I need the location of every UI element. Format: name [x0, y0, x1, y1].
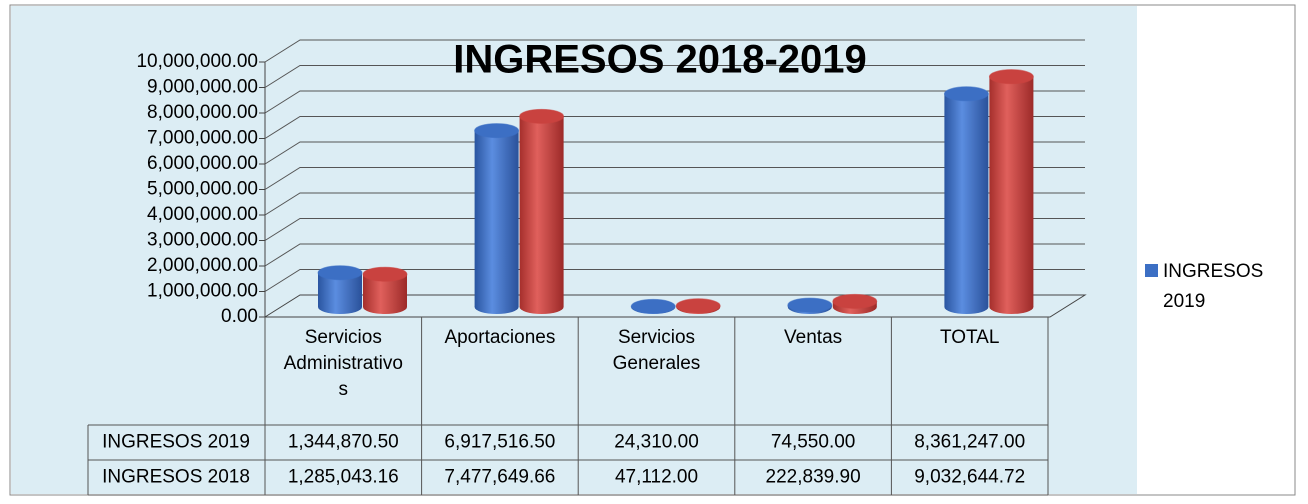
bar-top — [362, 266, 408, 282]
grid-line — [264, 141, 1085, 165]
data-label: 9,032,644.72 — [914, 467, 1025, 488]
y-tick-label: 0.00 — [221, 306, 258, 327]
bar-top — [988, 69, 1034, 85]
data-label: 222,839.90 — [766, 467, 861, 488]
row-header: INGRESOS 2019 — [102, 432, 250, 453]
y-tick-label: 6,000,000.00 — [147, 153, 258, 174]
y-tick-label: 8,000,000.00 — [147, 102, 258, 123]
legend-label: INGRESOS 2019 — [1163, 261, 1263, 312]
bar — [944, 93, 989, 307]
bar-top — [832, 293, 878, 309]
grid-line — [264, 218, 1085, 241]
grid-line — [264, 269, 1085, 292]
category-cell: Servicios Administrativos — [283, 327, 403, 400]
data-label: 74,550.00 — [771, 432, 856, 453]
y-tick-label: 5,000,000.00 — [147, 179, 258, 200]
x-tick-label: Ventas — [784, 327, 843, 348]
grid-line — [264, 65, 1085, 88]
data-label: 24,310.00 — [614, 432, 699, 453]
data-label: 47,112.00 — [615, 467, 698, 488]
legend-swatch — [1145, 264, 1158, 277]
grid-line — [264, 243, 1085, 267]
bar-top — [675, 298, 721, 314]
y-tick-label: 10,000,000.00 — [136, 51, 258, 72]
row-header: INGRESOS 2018 — [102, 467, 250, 488]
x-tick-label: Aportaciones — [444, 327, 556, 348]
chart-title: INGRESOS 2018-2019 — [453, 38, 867, 82]
bar-top — [943, 86, 989, 102]
bar-base — [318, 300, 362, 314]
data-label: 1,285,043.16 — [288, 467, 399, 488]
data-label: 1,344,870.50 — [288, 432, 399, 453]
y-tick-label: 3,000,000.00 — [147, 230, 258, 251]
y-tick-label: 9,000,000.00 — [147, 77, 258, 98]
bar — [519, 116, 564, 307]
grid-line — [264, 39, 1085, 63]
y-tick-label: 7,000,000.00 — [147, 128, 258, 149]
bar — [474, 130, 519, 307]
data-label: 8,361,247.00 — [914, 432, 1025, 453]
grid-line — [264, 116, 1085, 139]
y-tick-label: 4,000,000.00 — [147, 204, 258, 225]
grid-line — [264, 192, 1085, 216]
category-cell: Ventas — [784, 327, 843, 348]
bar-base — [944, 300, 989, 314]
bar-top — [474, 123, 520, 139]
bar-base — [989, 300, 1034, 314]
category-cell: Aportaciones — [444, 327, 556, 348]
x-tick-label: Servicios Generales — [612, 327, 701, 374]
bar-top — [519, 108, 565, 124]
category-cell: TOTAL — [939, 327, 1000, 348]
grid-line — [264, 167, 1085, 190]
data-label: 6,917,516.50 — [444, 432, 555, 453]
category-cell: Servicios Generales — [612, 327, 701, 374]
bar-top — [630, 298, 676, 314]
bar-base — [519, 300, 564, 314]
bar — [989, 76, 1034, 307]
y-tick-label: 1,000,000.00 — [147, 281, 258, 302]
grid-line — [264, 90, 1085, 114]
x-tick-label: TOTAL — [939, 327, 1000, 348]
bar-top — [787, 297, 833, 313]
y-tick-label: 2,000,000.00 — [147, 255, 258, 276]
data-label: 7,477,649.66 — [444, 467, 555, 488]
bar-top — [317, 265, 363, 281]
bar-base — [363, 300, 407, 314]
x-tick-label: Servicios Administrativos — [283, 327, 403, 400]
bar-base — [474, 300, 519, 314]
